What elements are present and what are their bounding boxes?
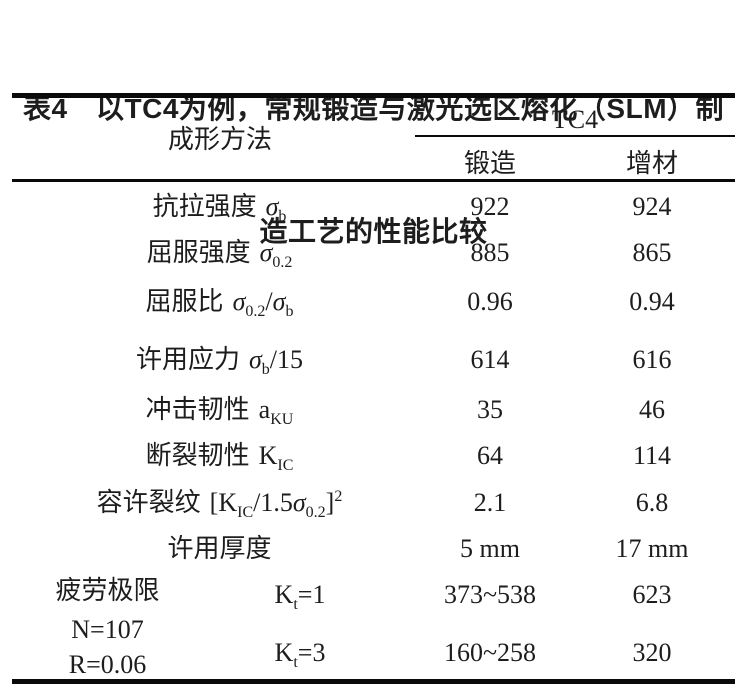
additive-value: 623: [632, 580, 672, 609]
row-label: 屈服比 σ0.2/σb: [145, 287, 294, 320]
header-group-underline: [415, 135, 735, 137]
forge-value: 0.96: [467, 287, 513, 316]
table-title: 表4 以TC4为例，常规锻造与激光选区熔化（SLM）制 造工艺的性能比较: [0, 6, 747, 334]
table-title-line1: 表4 以TC4为例，常规锻造与激光选区熔化（SLM）制: [22, 93, 725, 124]
table-row-allowable-crack: 容许裂纹 [KIC/1.5σ0.2]2 2.1 6.8: [0, 480, 747, 526]
table-rule-header: [12, 179, 735, 182]
row-label: 抗拉强度 σb: [152, 192, 287, 225]
forge-value: 64: [477, 441, 503, 470]
additive-value: 924: [632, 192, 672, 221]
row-label: 断裂韧性 KIC: [145, 441, 294, 474]
fatigue-kt1-label: Kt=1: [274, 580, 326, 613]
additive-value: 616: [632, 345, 672, 374]
header-forming-method: 成形方法: [167, 125, 272, 154]
table-row-impact-toughness: 冲击韧性 aKU 35 46: [0, 387, 747, 433]
header-col-additive: 增材: [625, 149, 678, 178]
table-title-line2: 造工艺的性能比较: [259, 216, 488, 247]
additive-value: 46: [639, 395, 665, 424]
fatigue-cycles: N=107: [71, 615, 144, 644]
additive-value: 6.8: [635, 488, 669, 517]
row-label: 许用应力 σb/15: [135, 345, 304, 378]
table-row-allowable-thickness: 许用厚度 5 mm 17 mm: [0, 526, 747, 572]
table-row-allowable-stress: 许用应力 σb/15 614 616: [0, 337, 747, 383]
table-row-fatigue-kt3: 160~258 320: [0, 630, 747, 676]
header-col-forge: 锻造: [463, 149, 516, 178]
table-row-yield-ratio: 屈服比 σ0.2/σb 0.96 0.94: [0, 279, 747, 325]
fatigue-limit-title: 疲劳极限: [55, 576, 160, 605]
forge-value: 614: [470, 345, 510, 374]
table-rule-top: [12, 93, 735, 98]
fatigue-kt3-label: Kt=3: [274, 638, 326, 671]
additive-value: 114: [632, 441, 672, 470]
additive-value: 865: [632, 238, 672, 267]
row-label: 冲击韧性 aKU: [145, 395, 294, 428]
additive-value: 0.94: [629, 287, 675, 316]
forge-value: 885: [470, 238, 510, 267]
forge-value: 35: [477, 395, 503, 424]
forge-value: 160~258: [443, 638, 537, 667]
fatigue-limit-label: 疲劳极限 N=107 R=0.06: [20, 571, 195, 682]
row-label: 屈服强度 σ0.2: [146, 238, 293, 271]
forge-value: 2.1: [473, 488, 507, 517]
table-row-tensile-strength: 抗拉强度 σb 922 924: [0, 184, 747, 230]
additive-value: 17 mm: [615, 534, 689, 563]
table-row-fracture-toughness: 断裂韧性 KIC 64 114: [0, 433, 747, 479]
additive-value: 320: [632, 638, 672, 667]
table-row-yield-strength: 屈服强度 σ0.2 885 865: [0, 230, 747, 276]
row-label: 容许裂纹 [KIC/1.5σ0.2]2: [96, 488, 343, 521]
table-rule-bottom: [12, 679, 735, 684]
row-label: 许用厚度: [167, 534, 272, 563]
table-row-fatigue-kt1: 373~538 623: [0, 572, 747, 618]
forge-value: 373~538: [443, 580, 537, 609]
fatigue-stress-ratio: R=0.06: [68, 650, 147, 679]
forge-value: 922: [470, 192, 510, 221]
forge-value: 5 mm: [460, 534, 520, 563]
header-group-tc4: TC4: [551, 105, 599, 134]
